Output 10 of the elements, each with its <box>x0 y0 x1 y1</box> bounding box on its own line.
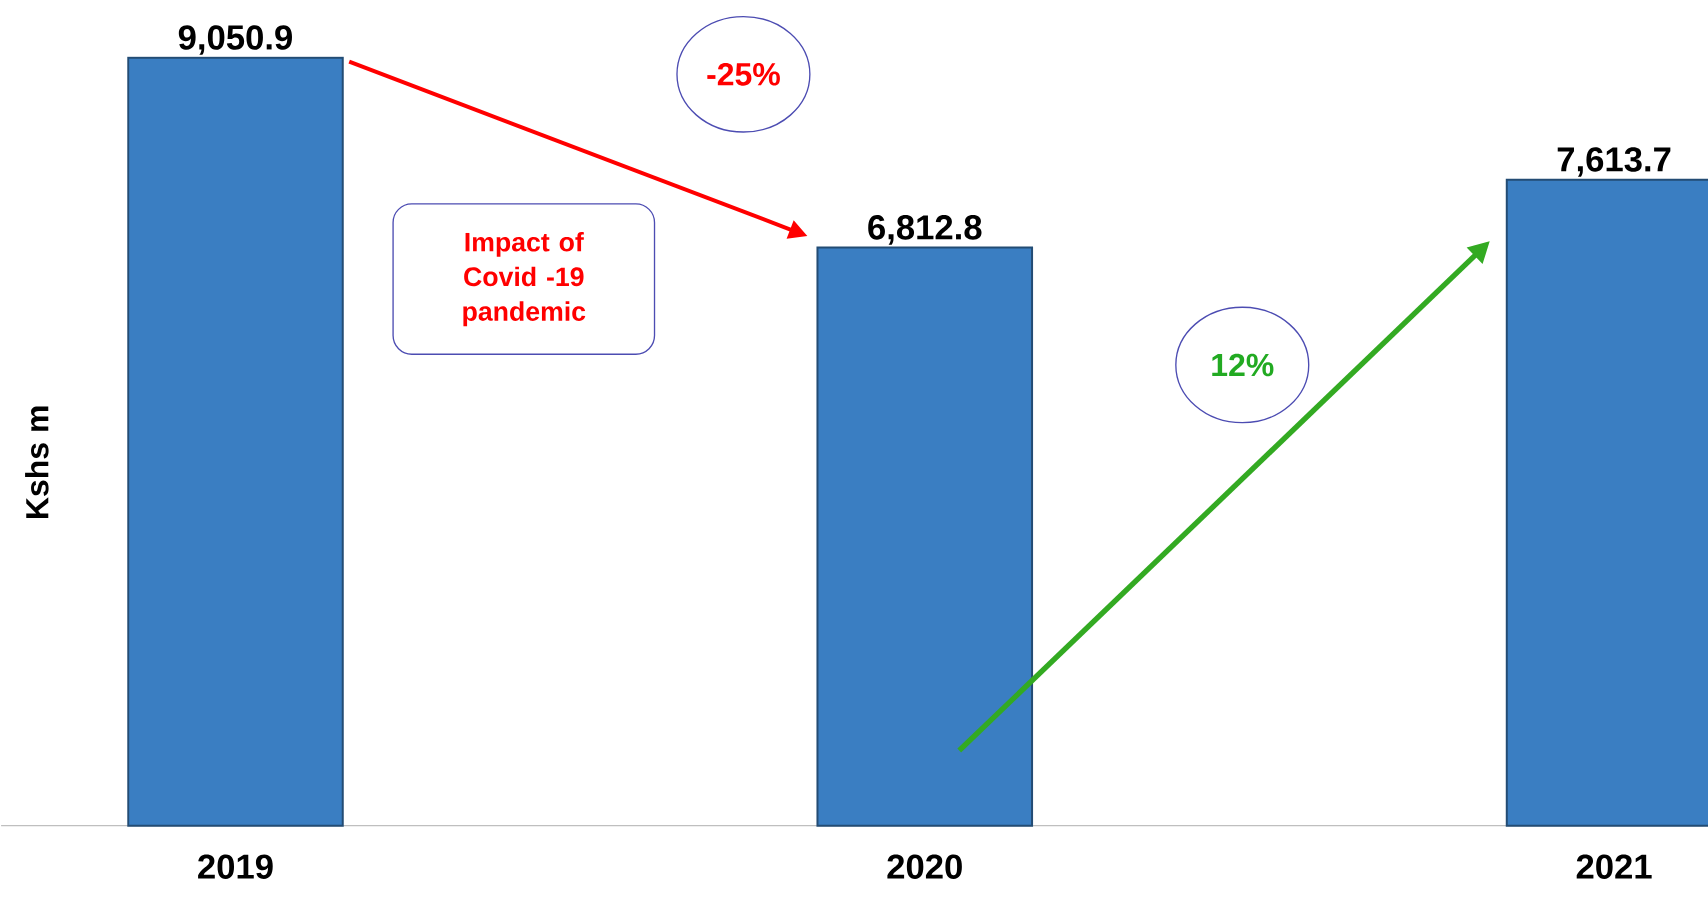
data-label: 9,050.9 <box>178 25 292 55</box>
y-axis-title: Kshs m <box>25 406 49 518</box>
x-tick-label: 2020 <box>887 854 962 879</box>
data-label: 6,812.8 <box>868 214 982 245</box>
x-tick-label: 2019 <box>198 854 273 879</box>
x-tick-label: 2021 <box>1576 854 1652 879</box>
data-label: 7,613.7 <box>1557 146 1671 177</box>
annotation: Impact of Covid -19 pandemic <box>463 231 586 326</box>
annotation: -25% <box>707 62 780 86</box>
annotation: 12% <box>1212 353 1274 377</box>
